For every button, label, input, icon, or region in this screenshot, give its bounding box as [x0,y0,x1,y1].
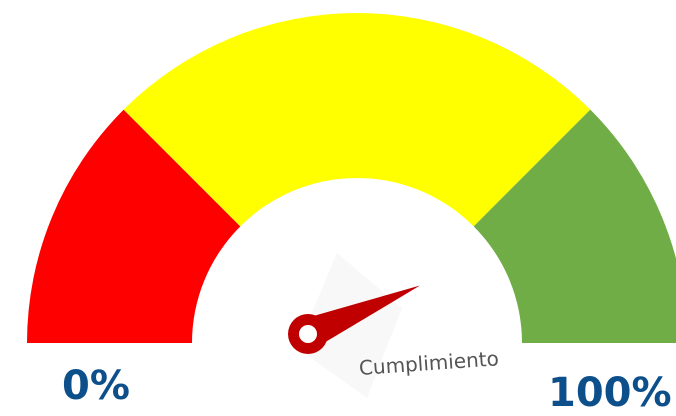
gauge-bands [27,13,676,344]
needle-hub-hole [299,325,317,343]
band-low [27,109,241,344]
max-scale-label: 100% [548,370,672,416]
band-mid [123,13,591,227]
needle-pointer [301,285,420,349]
band-high [473,109,676,343]
gauge-needle [288,285,420,354]
min-scale-label: 0% [62,363,130,409]
